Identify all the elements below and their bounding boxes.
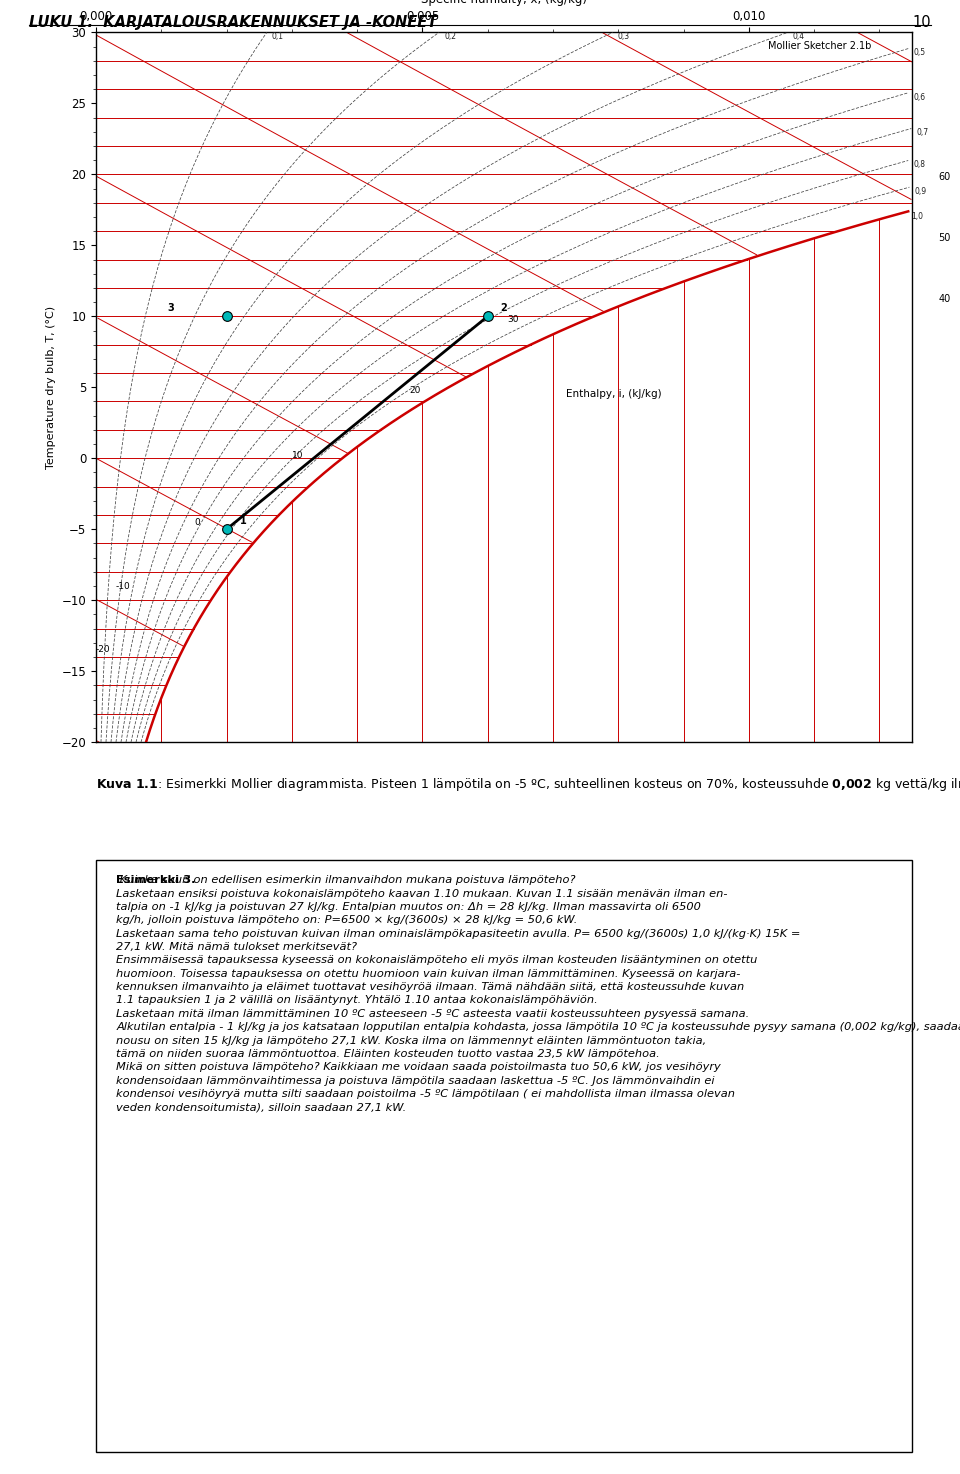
Text: 0,9: 0,9: [915, 187, 926, 196]
Text: 0,1: 0,1: [272, 32, 284, 41]
Text: Mollier Sketcher 2.1b: Mollier Sketcher 2.1b: [768, 41, 872, 52]
Text: -20: -20: [96, 646, 110, 654]
Text: 40: 40: [938, 295, 950, 304]
Text: 2: 2: [501, 302, 508, 312]
Text: LUKU 1.  KARJATALOUSRAKENNUKSET JA -KONEET: LUKU 1. KARJATALOUSRAKENNUKSET JA -KONEE…: [29, 15, 437, 29]
Text: 0,8: 0,8: [913, 161, 925, 170]
Text: 60: 60: [938, 172, 950, 183]
Text: 50: 50: [938, 233, 950, 243]
Text: 20: 20: [409, 386, 420, 395]
Text: 10: 10: [913, 15, 931, 29]
Text: 10: 10: [292, 451, 303, 460]
Text: 0,6: 0,6: [913, 93, 925, 102]
Text: 0,4: 0,4: [793, 32, 805, 41]
Text: $\mathbf{Kuva\ 1.1}$: Esimerkki Mollier diagrammista. Pisteen 1 lämpötila on -5 : $\mathbf{Kuva\ 1.1}$: Esimerkki Mollier …: [96, 775, 960, 793]
Y-axis label: Temperature dry bulb, T, (°C): Temperature dry bulb, T, (°C): [46, 305, 56, 469]
Text: 0,5: 0,5: [914, 49, 926, 57]
Text: 0,7: 0,7: [917, 128, 928, 137]
Text: Kuinka suuri on edellisen esimerkin ilmanvaihdon mukana poistuva lämpöteho?
Lask: Kuinka suuri on edellisen esimerkin ilma…: [116, 876, 960, 1113]
Text: 30: 30: [507, 314, 518, 324]
Text: 0: 0: [194, 517, 200, 526]
Text: 1,0: 1,0: [911, 212, 923, 221]
Text: 3: 3: [168, 302, 175, 312]
Text: -10: -10: [115, 582, 131, 591]
Text: Esimerkki 3.: Esimerkki 3.: [116, 876, 196, 886]
X-axis label: Specific humidity, x, (kg/kg): Specific humidity, x, (kg/kg): [421, 0, 587, 6]
Text: 1: 1: [240, 516, 247, 526]
Text: 0,3: 0,3: [618, 32, 630, 41]
Text: Enthalpy, i, (kJ/kg): Enthalpy, i, (kJ/kg): [566, 389, 661, 399]
Text: 0,2: 0,2: [444, 32, 456, 41]
FancyBboxPatch shape: [96, 861, 912, 1452]
